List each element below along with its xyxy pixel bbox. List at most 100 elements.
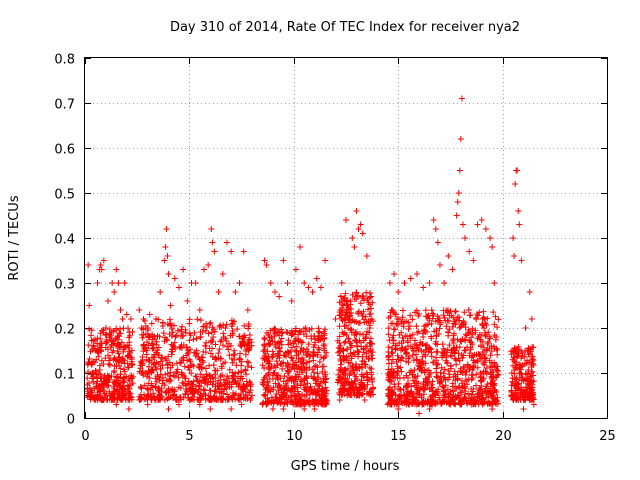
data-point (97, 335, 104, 342)
data-point (104, 382, 111, 389)
data-point (99, 327, 106, 334)
data-point (269, 354, 276, 361)
data-point (175, 374, 182, 381)
data-point (192, 373, 199, 380)
data-point (156, 388, 163, 395)
data-point (311, 363, 318, 370)
data-point (226, 352, 233, 359)
data-point (428, 307, 435, 314)
data-point (299, 361, 306, 367)
y-axis-label: ROTI / TECUs (7, 195, 22, 280)
data-point (366, 389, 373, 396)
data-point (405, 343, 412, 350)
data-point (317, 284, 324, 291)
data-point (462, 378, 469, 385)
data-point (434, 239, 441, 246)
data-point (410, 348, 417, 355)
data-point (144, 325, 151, 331)
data-point (457, 367, 464, 374)
data-point (488, 348, 495, 355)
data-point (236, 379, 243, 386)
data-point (228, 383, 235, 390)
data-point (344, 392, 351, 399)
data-point (337, 311, 344, 318)
data-point (489, 406, 496, 412)
data-point (525, 366, 532, 373)
data-point (492, 336, 499, 343)
data-point (146, 311, 153, 318)
data-point (278, 395, 285, 402)
data-point (155, 344, 162, 351)
data-point (223, 321, 230, 328)
data-point (451, 368, 458, 375)
data-point (165, 353, 172, 360)
data-point (316, 383, 323, 390)
data-point (314, 349, 321, 356)
data-point (248, 364, 255, 371)
data-point (207, 406, 214, 412)
data-point (276, 345, 283, 352)
data-point (284, 329, 291, 336)
data-point (217, 338, 224, 345)
data-point (160, 377, 167, 384)
data-point (529, 368, 536, 375)
data-point (101, 375, 108, 382)
data-point (281, 400, 288, 407)
data-point (209, 337, 216, 344)
data-point (416, 410, 423, 417)
data-point (274, 398, 281, 405)
data-point (304, 399, 311, 406)
data-point (487, 235, 494, 241)
data-point (305, 341, 312, 348)
data-point (456, 384, 463, 391)
data-point (261, 335, 268, 342)
data-point (144, 401, 151, 408)
data-point (487, 363, 494, 370)
data-point (293, 359, 300, 366)
data-point (485, 339, 492, 346)
data-point (474, 221, 481, 228)
data-point (404, 337, 411, 344)
data-point (244, 307, 251, 313)
data-point (526, 397, 533, 403)
data-point (445, 328, 452, 335)
data-point (391, 381, 398, 388)
data-point (218, 337, 225, 344)
x-tick-label: 0 (81, 429, 89, 444)
data-point (430, 388, 437, 395)
y-tick-label: 0.2 (54, 323, 75, 338)
data-point (445, 367, 452, 374)
data-point (238, 401, 245, 408)
data-point (435, 330, 442, 337)
data-point (399, 334, 406, 341)
data-point (163, 388, 170, 395)
data-point (385, 376, 392, 383)
data-point (341, 298, 348, 305)
data-point (422, 399, 429, 406)
data-point (415, 347, 422, 354)
data-point (462, 235, 469, 241)
data-point (421, 366, 428, 373)
data-point (126, 377, 133, 384)
data-point (311, 406, 318, 412)
data-point (272, 343, 279, 350)
data-point (319, 385, 326, 392)
data-point (434, 360, 441, 367)
data-point (410, 357, 417, 364)
data-point (316, 358, 323, 365)
data-point (89, 346, 96, 353)
data-point (510, 392, 517, 399)
data-point (184, 298, 191, 304)
data-point (113, 266, 120, 273)
data-point (138, 331, 145, 338)
data-point (297, 244, 304, 250)
data-point (247, 395, 254, 402)
data-point (142, 369, 149, 376)
data-point (175, 284, 182, 291)
data-point (452, 321, 459, 328)
x-tick-label: 5 (185, 429, 193, 444)
data-point (88, 337, 95, 344)
data-point (513, 396, 520, 403)
data-point (167, 387, 174, 394)
data-point (467, 346, 474, 353)
